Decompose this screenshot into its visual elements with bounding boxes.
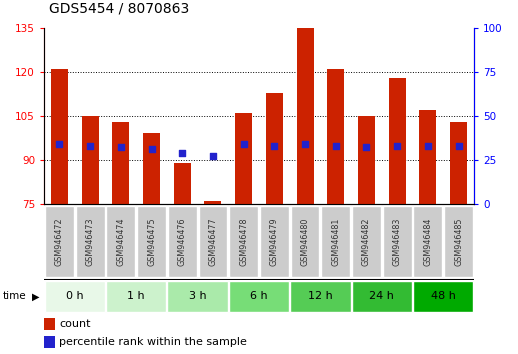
Text: GSM946482: GSM946482	[362, 217, 371, 266]
Bar	[266, 93, 283, 204]
Text: GSM946473: GSM946473	[85, 217, 95, 266]
Text: GSM946477: GSM946477	[208, 217, 218, 266]
Bar	[168, 206, 197, 278]
Point	[209, 153, 217, 159]
Text: GSM946472: GSM946472	[55, 217, 64, 266]
Text: time: time	[3, 291, 26, 302]
Point	[239, 141, 248, 147]
Point	[332, 143, 340, 149]
Bar	[291, 206, 320, 278]
Bar	[44, 318, 55, 330]
Bar	[106, 281, 166, 312]
Point	[270, 143, 279, 149]
Point	[424, 143, 432, 149]
Bar	[229, 281, 289, 312]
Text: GSM946481: GSM946481	[332, 217, 340, 266]
Bar	[45, 206, 74, 278]
Text: GSM946485: GSM946485	[454, 217, 463, 266]
Bar	[290, 281, 351, 312]
Bar	[205, 201, 221, 204]
Bar	[198, 206, 227, 278]
Bar	[106, 206, 135, 278]
Point	[178, 150, 186, 155]
Bar	[235, 113, 252, 204]
Bar	[352, 206, 381, 278]
Text: GSM946474: GSM946474	[117, 217, 125, 266]
Bar	[444, 206, 473, 278]
Bar	[143, 133, 160, 204]
Bar	[297, 28, 313, 204]
Text: count: count	[59, 319, 91, 329]
Bar	[44, 337, 55, 348]
Bar	[167, 281, 228, 312]
Text: GSM946475: GSM946475	[147, 217, 156, 266]
Bar	[420, 110, 436, 204]
Bar	[260, 206, 289, 278]
Bar	[413, 206, 442, 278]
Bar	[76, 206, 105, 278]
Point	[117, 145, 125, 150]
Text: 48 h: 48 h	[431, 291, 456, 301]
Bar	[82, 116, 98, 204]
Text: 3 h: 3 h	[189, 291, 206, 301]
Bar	[352, 281, 412, 312]
Bar	[321, 206, 350, 278]
Text: GSM946479: GSM946479	[270, 217, 279, 266]
Text: GSM946476: GSM946476	[178, 217, 186, 266]
Text: 6 h: 6 h	[250, 291, 268, 301]
Text: percentile rank within the sample: percentile rank within the sample	[59, 337, 247, 347]
Bar	[327, 69, 344, 204]
Text: 1 h: 1 h	[127, 291, 145, 301]
Text: GSM946483: GSM946483	[393, 217, 401, 266]
Bar	[358, 116, 375, 204]
Bar	[174, 163, 191, 204]
Text: GSM946478: GSM946478	[239, 217, 248, 266]
Bar	[450, 122, 467, 204]
Point	[454, 143, 463, 149]
Text: GSM946480: GSM946480	[300, 217, 310, 266]
Bar	[51, 69, 68, 204]
Text: 12 h: 12 h	[308, 291, 333, 301]
Point	[363, 145, 371, 150]
Bar	[137, 206, 166, 278]
Text: 24 h: 24 h	[369, 291, 394, 301]
Point	[55, 141, 64, 147]
Text: ▶: ▶	[32, 291, 39, 302]
Point	[393, 143, 401, 149]
Point	[147, 147, 155, 152]
Point	[86, 143, 94, 149]
Text: 0 h: 0 h	[66, 291, 83, 301]
Bar	[413, 281, 473, 312]
Point	[301, 141, 309, 147]
Bar	[229, 206, 258, 278]
Bar	[383, 206, 412, 278]
Text: GSM946484: GSM946484	[423, 217, 433, 266]
Bar	[112, 122, 130, 204]
Bar	[388, 78, 406, 204]
Bar	[45, 281, 105, 312]
Text: GDS5454 / 8070863: GDS5454 / 8070863	[49, 2, 190, 16]
